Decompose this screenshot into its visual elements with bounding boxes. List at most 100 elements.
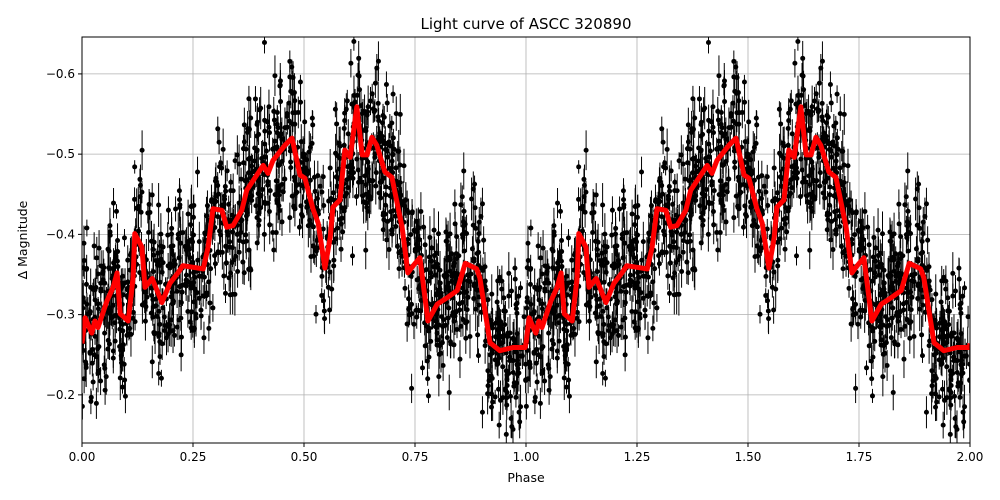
- data-point: [208, 198, 214, 204]
- data-point: [148, 238, 154, 244]
- data-point: [559, 249, 565, 255]
- data-point: [673, 259, 679, 265]
- data-point: [687, 232, 693, 238]
- data-point: [632, 282, 638, 288]
- data-point: [909, 294, 915, 300]
- data-point: [715, 247, 721, 253]
- data-point: [813, 91, 819, 97]
- data-point: [169, 225, 175, 231]
- data-point: [418, 208, 424, 214]
- data-point: [256, 178, 262, 184]
- data-point: [447, 231, 453, 237]
- data-point: [512, 276, 518, 282]
- data-point: [870, 325, 876, 331]
- data-point: [583, 147, 589, 153]
- data-point: [481, 237, 487, 243]
- data-point: [277, 208, 283, 214]
- data-point: [891, 339, 897, 345]
- data-point: [517, 419, 523, 425]
- data-point: [440, 363, 446, 369]
- data-point: [363, 247, 369, 253]
- data-point: [952, 393, 958, 399]
- data-point: [444, 238, 450, 244]
- data-point: [246, 156, 252, 162]
- data-point: [603, 269, 609, 275]
- data-point: [471, 296, 477, 302]
- data-point: [755, 174, 761, 180]
- data-point: [672, 179, 678, 185]
- data-point: [446, 305, 452, 311]
- data-point: [546, 387, 552, 393]
- data-point: [319, 293, 325, 299]
- data-point: [763, 189, 769, 195]
- data-point: [178, 352, 184, 358]
- data-point: [565, 235, 571, 241]
- data-point: [870, 354, 876, 360]
- data-point: [319, 189, 325, 195]
- data-point: [719, 125, 725, 131]
- data-point: [327, 307, 333, 313]
- data-point: [690, 96, 696, 102]
- data-point: [640, 239, 646, 245]
- data-point: [817, 183, 823, 189]
- data-point: [905, 168, 911, 174]
- data-point: [839, 148, 845, 154]
- data-point: [945, 295, 951, 301]
- data-point: [754, 122, 760, 128]
- data-point: [506, 293, 512, 299]
- data-point: [841, 248, 847, 254]
- data-point: [190, 259, 196, 265]
- data-point: [444, 335, 450, 341]
- data-point: [730, 100, 736, 106]
- data-point: [282, 125, 288, 131]
- data-point: [919, 353, 925, 359]
- data-point: [822, 195, 828, 201]
- data-point: [929, 297, 935, 303]
- data-point: [663, 249, 669, 255]
- data-point: [582, 209, 588, 215]
- data-point: [769, 284, 775, 290]
- data-point: [714, 146, 720, 152]
- data-point: [177, 204, 183, 210]
- data-point: [592, 238, 598, 244]
- data-point: [215, 126, 221, 132]
- data-point: [274, 178, 280, 184]
- data-point: [420, 365, 426, 371]
- data-point: [312, 188, 318, 194]
- data-point: [446, 389, 452, 395]
- data-point: [188, 203, 194, 209]
- data-point: [883, 314, 889, 320]
- data-point: [888, 335, 894, 341]
- data-point: [149, 359, 155, 365]
- data-point: [635, 299, 641, 305]
- data-point: [173, 206, 179, 212]
- data-point: [830, 142, 836, 148]
- data-point: [690, 156, 696, 162]
- data-point: [390, 152, 396, 158]
- data-point: [230, 188, 236, 194]
- data-point: [149, 192, 155, 198]
- data-point: [933, 404, 939, 410]
- data-point: [875, 227, 881, 233]
- data-point: [765, 308, 771, 314]
- data-point: [898, 234, 904, 240]
- data-point: [536, 297, 542, 303]
- data-point: [908, 230, 914, 236]
- data-point: [699, 191, 705, 197]
- data-point: [339, 205, 345, 211]
- data-point: [249, 163, 255, 169]
- data-point: [270, 146, 276, 152]
- data-point: [461, 223, 467, 229]
- data-point: [106, 265, 112, 271]
- data-point: [165, 207, 171, 213]
- data-point: [820, 118, 826, 124]
- data-point: [818, 65, 824, 71]
- data-point: [383, 82, 389, 88]
- data-point: [83, 281, 89, 287]
- data-point: [527, 266, 533, 272]
- data-point: [135, 206, 141, 212]
- data-point: [215, 250, 221, 256]
- data-point: [851, 312, 857, 318]
- data-point: [395, 182, 401, 188]
- data-point: [632, 222, 638, 228]
